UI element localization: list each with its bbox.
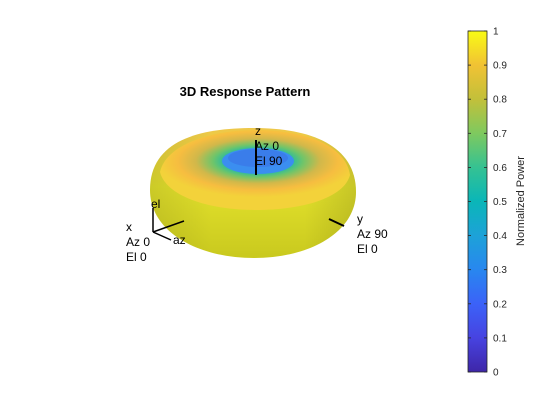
z-label-line1: z bbox=[255, 124, 261, 138]
colorbar-tick-label: 0.4 bbox=[493, 231, 507, 242]
y-axis-label: y Az 90 El 0 bbox=[357, 212, 388, 256]
x-axis-label: x Az 0 El 0 bbox=[126, 220, 150, 264]
y-label-line2: Az 90 bbox=[357, 227, 388, 241]
colorbar: 0 0.1 0.2 0.3 0.4 0.5 0.6 0.7 0.8 0.9 1 Normalized… bbox=[467, 27, 527, 379]
el-label: el bbox=[151, 197, 160, 211]
colorbar-tick-label: 0.1 bbox=[493, 333, 507, 344]
az-axis-line bbox=[152, 231, 172, 241]
x-axis-line bbox=[152, 220, 185, 233]
colorbar-tick-label: 0.7 bbox=[493, 129, 507, 140]
colorbar-tick-label: 0.9 bbox=[493, 61, 507, 72]
colorbar-tick-label: 0.5 bbox=[493, 197, 507, 208]
axes-glyphs bbox=[152, 140, 345, 241]
colorbar-tick-label: 0.8 bbox=[493, 95, 507, 106]
colorbar-tick-label: 1 bbox=[493, 27, 499, 38]
chart-title: 3D Response Pattern bbox=[180, 84, 311, 99]
y-label-line3: El 0 bbox=[357, 242, 378, 256]
x-label-line3: El 0 bbox=[126, 250, 147, 264]
colorbar-label: Normalized Power bbox=[515, 156, 527, 246]
colorbar-ticks: 0 0.1 0.2 0.3 0.4 0.5 0.6 0.7 0.8 0.9 1 bbox=[468, 27, 507, 379]
z-label-line2: Az 0 bbox=[255, 139, 279, 153]
x-label-line2: Az 0 bbox=[126, 235, 150, 249]
colorbar-tick-label: 0.6 bbox=[493, 163, 507, 174]
pattern-surface bbox=[150, 128, 356, 258]
torus-inner-hole-shadow bbox=[228, 149, 288, 167]
colorbar-tick-label: 0.3 bbox=[493, 265, 507, 276]
az-label: az bbox=[173, 233, 186, 247]
z-axis-label: z Az 0 El 90 bbox=[255, 124, 283, 168]
x-label-line1: x bbox=[126, 220, 132, 234]
colorbar-tick-label: 0.2 bbox=[493, 299, 507, 310]
colorbar-tick-label: 0 bbox=[493, 368, 499, 379]
z-label-line3: El 90 bbox=[255, 154, 283, 168]
y-label-line1: y bbox=[357, 212, 363, 226]
y-axis-line bbox=[328, 218, 345, 227]
